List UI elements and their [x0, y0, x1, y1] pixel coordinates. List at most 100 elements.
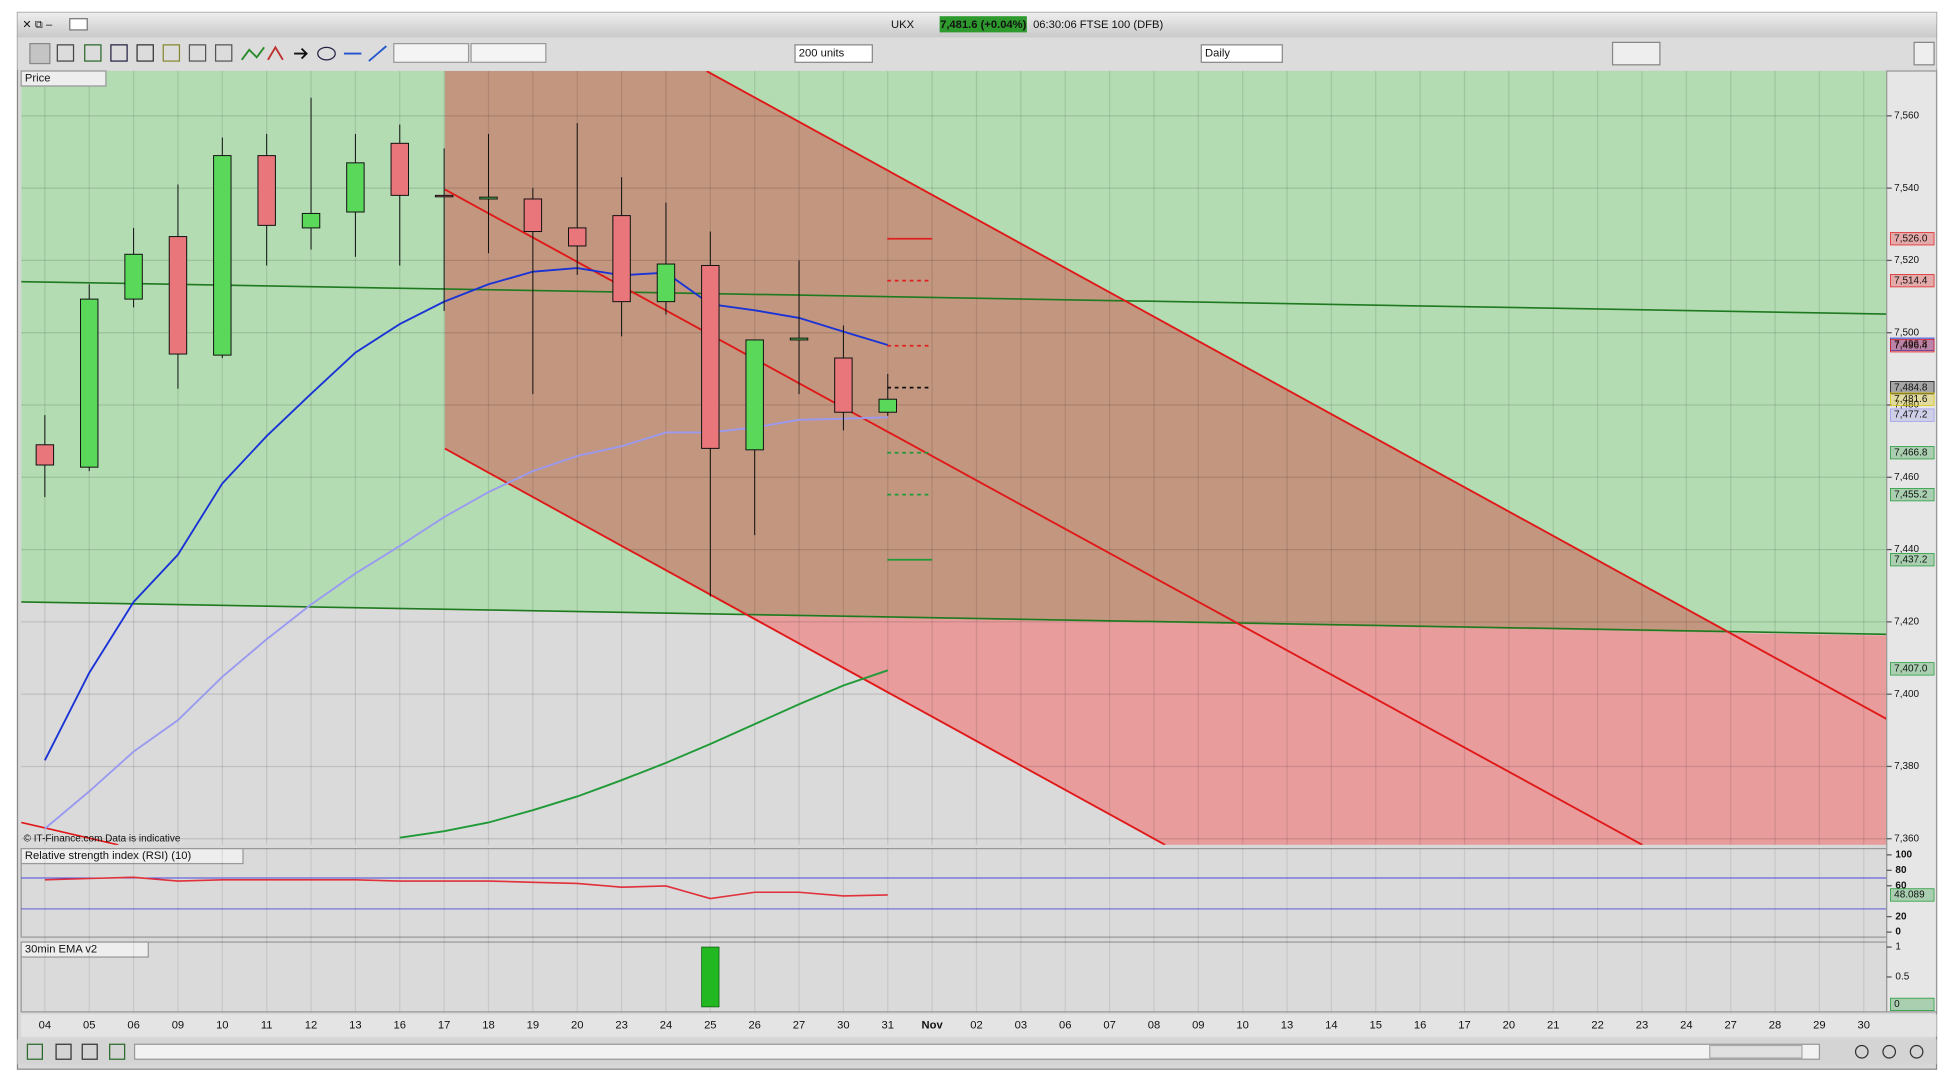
line-series [399, 669, 889, 839]
candle-body [878, 398, 897, 413]
badge-label: 7,477.2 [1894, 410, 1928, 421]
x-tick-label: 13 [1281, 1020, 1293, 1032]
x-tick-label: 03 [1015, 1020, 1027, 1032]
scroll-thumb[interactable] [1709, 1044, 1803, 1059]
x-tick-label: 22 [1591, 1020, 1603, 1032]
price-badge: 7,514.4 [1890, 274, 1935, 288]
x-tick-label: 30 [837, 1020, 849, 1032]
candle-body [523, 198, 543, 233]
badge-label: 7,526.0 [1894, 233, 1928, 244]
y-tick-label: 100 [1895, 849, 1912, 860]
price-badge: 7,481.6 [1890, 392, 1935, 406]
scrollbar[interactable] [133, 1043, 1821, 1060]
candle-body [745, 339, 764, 451]
panel-title: 30min EMA v2 [25, 944, 97, 956]
y-tick-label: 7,520 [1894, 255, 1919, 266]
channel-line [444, 447, 1166, 845]
units-select[interactable] [794, 44, 873, 63]
badge-label: 0 [1894, 999, 1900, 1010]
x-tick-label: 04 [39, 1020, 51, 1032]
trend-line [21, 280, 1887, 315]
badge-label: 7,437.2 [1894, 554, 1928, 565]
price-badge: 7,466.8 [1890, 446, 1935, 460]
y-tick-label: 7,440 [1894, 544, 1919, 555]
candle-body [390, 142, 409, 196]
badge-label: 7,407.0 [1894, 663, 1928, 674]
menu-button[interactable] [69, 18, 88, 31]
symbol: UKX [891, 19, 915, 31]
candle-body [80, 298, 99, 468]
panel-header[interactable] [20, 848, 244, 865]
price: 7,481.6 (+0.04%) [940, 19, 1027, 31]
tool-icons[interactable] [29, 42, 547, 65]
badge-label: 7,484.8 [1894, 382, 1928, 393]
y-tick-label: 1 [1895, 942, 1901, 953]
x-tick-label: 17 [1458, 1020, 1470, 1032]
zoom-controls[interactable] [26, 1043, 1924, 1060]
y-tick-label: 7,420 [1894, 616, 1919, 627]
window-controls[interactable]: ✕ ⧉ – [22, 19, 53, 31]
ema-panel [20, 941, 1888, 1013]
period-select[interactable] [1200, 44, 1283, 63]
x-tick-label: 23 [615, 1020, 627, 1032]
badge-label: 7,455.2 [1894, 489, 1928, 500]
x-tick-label: 13 [349, 1020, 361, 1032]
x-tick-label: 05 [83, 1020, 95, 1032]
channel-zone [444, 71, 1733, 634]
candle-body [612, 215, 631, 303]
x-tick-label: 17 [438, 1020, 450, 1032]
x-tick-label: 18 [482, 1020, 494, 1032]
bar [701, 946, 720, 1008]
price-badge: 7,437.2 [1890, 553, 1935, 567]
x-tick-label: 23 [1636, 1020, 1648, 1032]
candle-body [257, 155, 276, 226]
badge-box [1890, 662, 1935, 676]
price-badge: 7,496.4 [1890, 339, 1935, 353]
y-tick-label: 7,360 [1894, 833, 1919, 844]
panel-header[interactable] [20, 70, 107, 87]
x-tick-label: 06 [127, 1020, 139, 1032]
badge-box [1890, 381, 1935, 395]
indicator-line [21, 821, 119, 845]
candle-body [479, 196, 498, 200]
y-tick-label: 7,540 [1894, 183, 1919, 194]
candle-body [168, 236, 188, 355]
units: 200 units [799, 48, 845, 60]
side-button[interactable] [1913, 41, 1935, 66]
panel-title: Relative strength index (RSI) (10) [25, 850, 192, 862]
chart-type-button[interactable] [1611, 41, 1661, 66]
candle-body [656, 263, 676, 303]
panel-header[interactable] [20, 941, 149, 958]
badge-box [1890, 274, 1935, 288]
candle-body [568, 227, 587, 247]
y-tick-label: 0 [1895, 927, 1901, 938]
x-tick-label: 10 [1236, 1020, 1248, 1032]
x-tick-label: 09 [172, 1020, 184, 1032]
y-tick-label: 20 [1895, 911, 1907, 922]
badge-label: 7,466.8 [1894, 447, 1928, 458]
badge-box [1890, 339, 1935, 353]
x-tick-label: 16 [394, 1020, 406, 1032]
badge-box [1890, 392, 1935, 406]
x-tick-label: 20 [1503, 1020, 1515, 1032]
y-tick-label: 60 [1895, 880, 1907, 891]
badge-box [1890, 408, 1935, 422]
badge-label: 7,514.4 [1894, 275, 1928, 286]
x-tick-label: 25 [704, 1020, 716, 1032]
trend-lines [21, 71, 1887, 845]
y-tick-label: 7,400 [1894, 689, 1919, 700]
period: Daily [1205, 48, 1230, 60]
x-tick-label: 06 [1059, 1020, 1071, 1032]
x-tick-label: 02 [970, 1020, 982, 1032]
badge-label: 7,496.8 [1894, 339, 1928, 350]
price-badge: 7,477.2 [1890, 408, 1935, 422]
badge-box [1890, 488, 1935, 502]
line-series [44, 876, 888, 900]
badge-box [1890, 997, 1935, 1011]
candle-body [124, 253, 143, 300]
badge-box [1890, 553, 1935, 567]
candle-body [834, 357, 853, 413]
x-tick-label: 16 [1414, 1020, 1426, 1032]
badge-label: 48.089 [1894, 890, 1925, 901]
